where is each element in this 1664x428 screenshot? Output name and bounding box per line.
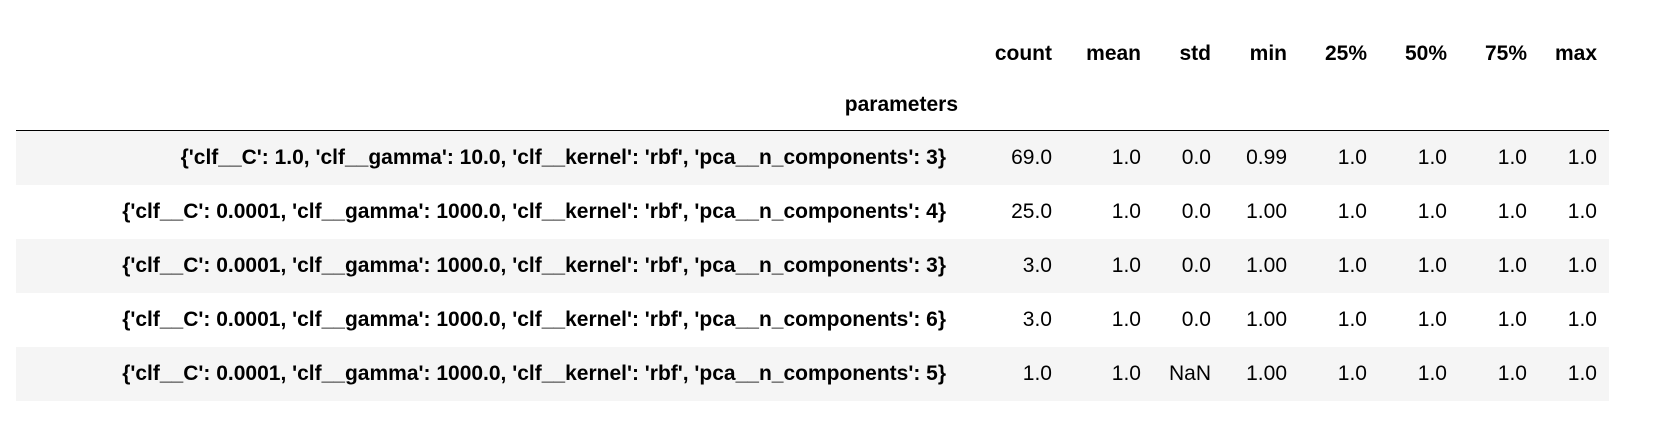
index-name-filler: [1539, 80, 1609, 131]
cell-count: 25.0: [1011, 200, 1052, 223]
index-header-blank: [16, 28, 970, 80]
col-header-std: std: [1179, 42, 1212, 65]
cell-25pct: 1.0: [1337, 254, 1367, 277]
cell-mean: 1.0: [1111, 308, 1141, 331]
index-name-header: parameters: [844, 93, 958, 116]
cell-std: 0.0: [1181, 308, 1211, 331]
cell-count: 3.0: [1022, 254, 1052, 277]
column-header-row: count mean std min 25% 50% 75% max: [16, 28, 1609, 80]
cell-mean: 1.0: [1111, 200, 1141, 223]
row-index-label: {'clf__C': 0.0001, 'clf__gamma': 1000.0,…: [122, 200, 946, 223]
cell-75pct: 1.0: [1497, 254, 1527, 277]
cell-min: 1.00: [1246, 200, 1287, 223]
cell-count: 69.0: [1011, 146, 1052, 169]
index-name-filler: [1153, 80, 1223, 131]
row-index-label: {'clf__C': 0.0001, 'clf__gamma': 1000.0,…: [122, 362, 946, 385]
cell-mean: 1.0: [1111, 254, 1141, 277]
index-name-filler: [1379, 80, 1459, 131]
cell-50pct: 1.0: [1417, 146, 1447, 169]
cell-mean: 1.0: [1111, 146, 1141, 169]
cell-min: 1.00: [1246, 308, 1287, 331]
table-row: {'clf__C': 0.0001, 'clf__gamma': 1000.0,…: [16, 185, 1609, 239]
col-header-min: min: [1249, 42, 1287, 65]
cell-50pct: 1.0: [1417, 254, 1447, 277]
col-header-75pct: 75%: [1484, 42, 1527, 65]
cell-max: 1.0: [1567, 362, 1597, 385]
cell-std: 0.0: [1181, 200, 1211, 223]
index-name-filler: [1064, 80, 1153, 131]
cell-75pct: 1.0: [1497, 200, 1527, 223]
cell-75pct: 1.0: [1497, 146, 1527, 169]
index-name-filler: [1459, 80, 1539, 131]
col-header-50pct: 50%: [1404, 42, 1447, 65]
table-header: count mean std min 25% 50% 75% max param…: [16, 28, 1609, 131]
index-name-filler: [1223, 80, 1299, 131]
index-name-filler: [1299, 80, 1379, 131]
cell-max: 1.0: [1567, 146, 1597, 169]
col-header-25pct: 25%: [1324, 42, 1367, 65]
col-header-max: max: [1554, 42, 1597, 65]
cell-std: 0.0: [1181, 254, 1211, 277]
cell-min: 0.99: [1246, 146, 1287, 169]
cell-max: 1.0: [1567, 254, 1597, 277]
cell-max: 1.0: [1567, 200, 1597, 223]
cell-75pct: 1.0: [1497, 308, 1527, 331]
cell-count: 3.0: [1022, 308, 1052, 331]
dataframe-table: count mean std min 25% 50% 75% max param…: [16, 28, 1609, 401]
table-row: {'clf__C': 1.0, 'clf__gamma': 10.0, 'clf…: [16, 130, 1609, 185]
row-index-label: {'clf__C': 1.0, 'clf__gamma': 10.0, 'clf…: [180, 146, 946, 169]
cell-min: 1.00: [1246, 254, 1287, 277]
cell-mean: 1.0: [1111, 362, 1141, 385]
cell-25pct: 1.0: [1337, 308, 1367, 331]
cell-50pct: 1.0: [1417, 308, 1447, 331]
cell-50pct: 1.0: [1417, 200, 1447, 223]
cell-std: NaN: [1168, 362, 1211, 385]
table-row: {'clf__C': 0.0001, 'clf__gamma': 1000.0,…: [16, 293, 1609, 347]
cell-25pct: 1.0: [1337, 146, 1367, 169]
row-index-label: {'clf__C': 0.0001, 'clf__gamma': 1000.0,…: [122, 308, 946, 331]
index-name-filler: [970, 80, 1064, 131]
cell-min: 1.00: [1246, 362, 1287, 385]
table-row: {'clf__C': 0.0001, 'clf__gamma': 1000.0,…: [16, 347, 1609, 401]
cell-max: 1.0: [1567, 308, 1597, 331]
cell-count: 1.0: [1022, 362, 1052, 385]
cell-25pct: 1.0: [1337, 200, 1367, 223]
col-header-count: count: [994, 42, 1052, 65]
cell-75pct: 1.0: [1497, 362, 1527, 385]
cell-50pct: 1.0: [1417, 362, 1447, 385]
row-index-label: {'clf__C': 0.0001, 'clf__gamma': 1000.0,…: [122, 254, 946, 277]
index-name-row: parameters: [16, 80, 1609, 131]
table-body: {'clf__C': 1.0, 'clf__gamma': 10.0, 'clf…: [16, 130, 1609, 401]
cell-std: 0.0: [1181, 146, 1211, 169]
cell-25pct: 1.0: [1337, 362, 1367, 385]
table-row: {'clf__C': 0.0001, 'clf__gamma': 1000.0,…: [16, 239, 1609, 293]
col-header-mean: mean: [1086, 42, 1141, 65]
